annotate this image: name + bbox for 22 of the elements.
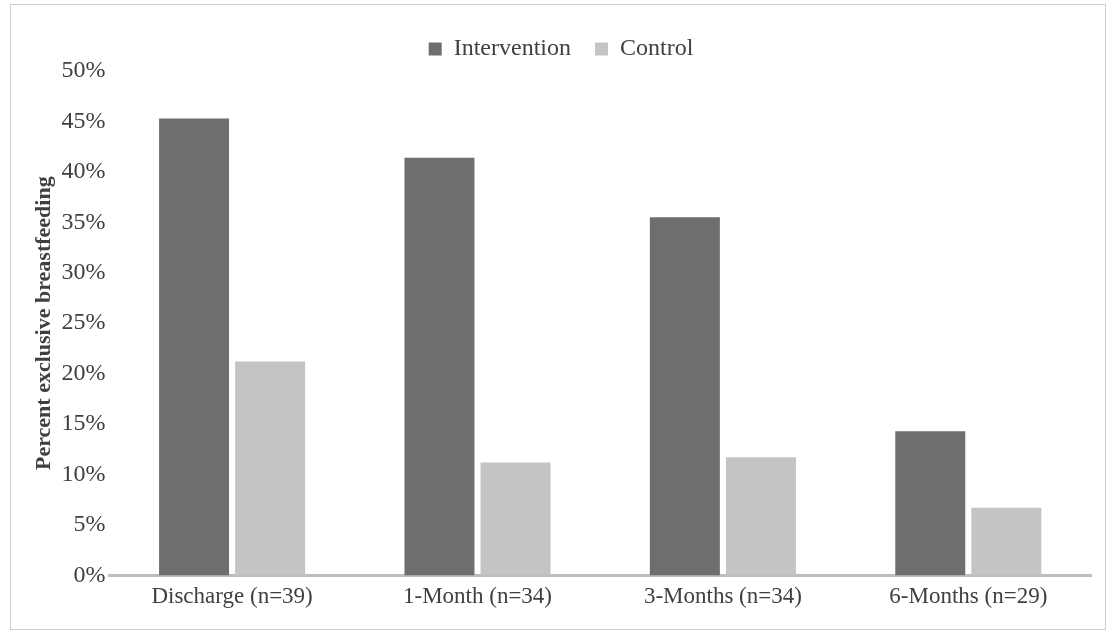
y-tick-label: 10% — [61, 459, 106, 486]
x-tick-label: 1-Month (n=34) — [402, 583, 553, 609]
bar — [649, 217, 720, 576]
x-tick-label: Discharge (n=39) — [151, 583, 313, 609]
legend-label: Control — [619, 34, 694, 61]
y-tick-label: 15% — [61, 409, 106, 436]
y-tick-label: 0% — [73, 560, 106, 587]
y-tick-label: 25% — [61, 308, 106, 335]
y-tick-label: 20% — [61, 358, 106, 385]
y-axis-title: Percent exclusive breastfeeding — [29, 176, 55, 471]
legend-label: Intervention — [453, 34, 571, 61]
y-tick-label: 5% — [73, 510, 106, 537]
x-tick-label: 3-Months (n=34) — [643, 583, 802, 609]
bar — [895, 431, 966, 576]
y-tick-label: 45% — [61, 106, 106, 133]
x-tick-label: 6-Months (n=29) — [889, 583, 1048, 609]
bar — [404, 157, 475, 576]
y-tick-label: 30% — [61, 258, 106, 285]
y-tick-label: 35% — [61, 207, 106, 234]
y-tick-label: 40% — [61, 157, 106, 184]
bar — [159, 118, 230, 576]
y-tick-label: 50% — [61, 56, 106, 83]
